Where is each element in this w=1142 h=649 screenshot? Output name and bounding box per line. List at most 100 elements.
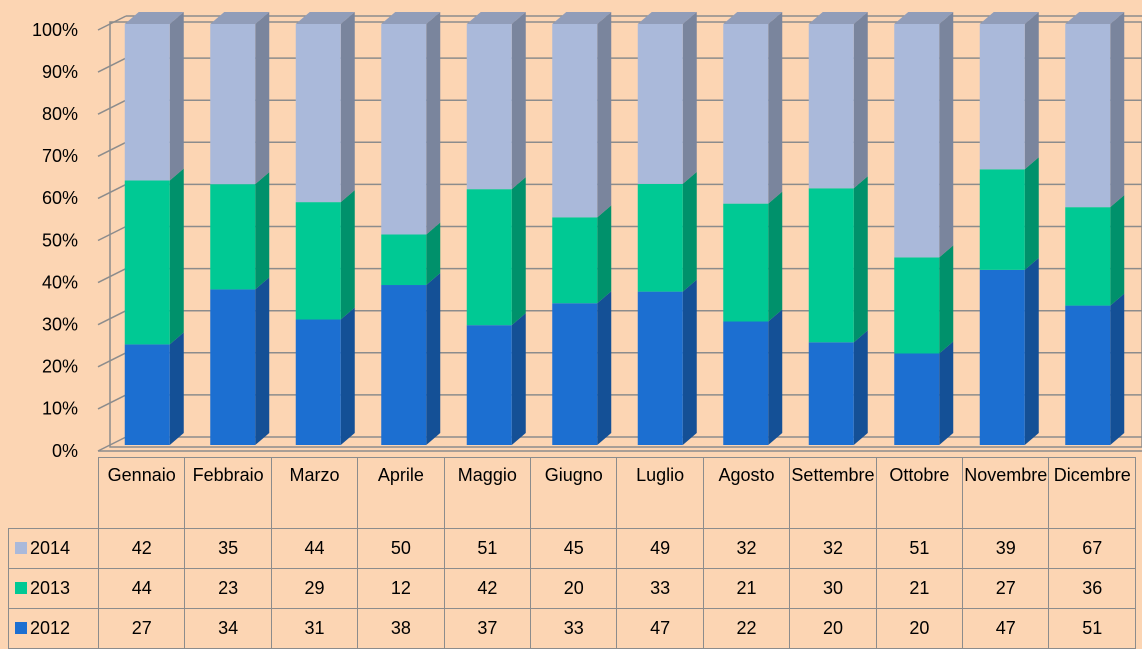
bar: [637, 183, 683, 292]
bar: [381, 285, 427, 445]
bar: [466, 189, 512, 326]
legend-swatch: [15, 542, 27, 554]
value-cell: 20: [875, 608, 964, 649]
bar: [466, 24, 512, 190]
bar-side: [1110, 195, 1125, 306]
bar-side: [255, 277, 270, 445]
bar: [466, 325, 512, 445]
bar: [381, 24, 427, 235]
bar-side: [939, 341, 954, 445]
bar: [1065, 24, 1111, 208]
bar-side: [340, 190, 355, 320]
bar: [723, 321, 769, 445]
legend-swatch: [15, 582, 27, 594]
bar-top: [723, 12, 783, 24]
blank-cell: [9, 458, 99, 529]
grid-line: [97, 310, 127, 326]
bar-top: [295, 12, 355, 24]
bar-top: [210, 12, 270, 24]
category-label: Dicembre: [1048, 457, 1136, 529]
value-cell: 21: [875, 568, 964, 609]
bar: [1065, 305, 1111, 445]
value-cell: 49: [616, 528, 704, 569]
y-tick-label: 10%: [42, 399, 78, 419]
bar-side: [597, 205, 612, 304]
bar-side: [169, 12, 184, 181]
bar-top: [637, 12, 697, 24]
bar-side: [1024, 12, 1039, 170]
table-header: Gennaio Febbraio Marzo Aprile Maggio Giugno Lu…: [9, 457, 1136, 529]
grid-line: [97, 225, 127, 242]
value-cell: 29: [270, 568, 359, 609]
grid-line: [97, 99, 127, 115]
bar: [210, 289, 256, 445]
value-cell: 22: [702, 608, 791, 649]
y-tick-label: 0%: [52, 441, 78, 461]
bar: [808, 24, 854, 189]
grid-line: [97, 267, 127, 284]
bar-top: [1065, 12, 1125, 24]
bar: [808, 342, 854, 445]
bar-side: [340, 307, 355, 445]
bar: [124, 344, 170, 445]
grid-line: [97, 436, 127, 452]
y-tick-label: 80%: [42, 104, 78, 124]
bar-side: [1110, 12, 1125, 208]
bar-top: [808, 12, 868, 24]
category-label: Agosto: [702, 457, 791, 529]
grid-line: [97, 15, 127, 31]
bar-side: [426, 222, 441, 286]
bar: [552, 303, 598, 445]
value-cell: 44: [97, 568, 186, 609]
bar: [552, 24, 598, 218]
value-cell: 42: [97, 528, 186, 569]
category-label: Aprile: [357, 457, 445, 529]
grid-line: [97, 394, 127, 410]
value-cell: 42: [443, 568, 532, 609]
bar-side: [682, 279, 697, 445]
legend-entry: 2013: [8, 568, 99, 609]
bar-top: [979, 12, 1039, 24]
value-cell: 34: [184, 608, 272, 649]
category-label: Luglio: [616, 457, 704, 529]
bar-top: [124, 12, 184, 24]
value-cell: 45: [530, 528, 618, 569]
grid-line: [97, 57, 127, 73]
bar: [723, 24, 769, 204]
category-label: Gennaio: [97, 457, 186, 529]
data-table: Gennaio Febbraio Marzo Aprile Maggio Giugno Lu…: [8, 457, 1136, 649]
bar-side: [682, 171, 697, 292]
bar: [210, 184, 256, 290]
value-cell: 21: [702, 568, 791, 609]
bar-top: [894, 12, 954, 24]
value-cell: 51: [443, 528, 532, 569]
grid-line: [97, 352, 127, 368]
bar: [894, 24, 940, 258]
value-cell: 32: [789, 528, 877, 569]
value-cell: 47: [616, 608, 704, 649]
bar-side: [682, 12, 697, 184]
bar: [637, 24, 683, 184]
value-cell: 67: [1048, 528, 1136, 569]
bar-side: [426, 273, 441, 445]
value-cell: 12: [357, 568, 445, 609]
bar: [295, 24, 341, 203]
y-tick-label: 20%: [42, 357, 78, 377]
grid-line: [97, 183, 127, 200]
bar-side: [1024, 157, 1039, 270]
legend-entry: 2012: [8, 608, 99, 649]
value-cell: 20: [789, 608, 877, 649]
bar-side: [939, 245, 954, 354]
grid-line: [97, 141, 127, 157]
value-cell: 47: [962, 608, 1050, 649]
bar: [124, 180, 170, 345]
value-cell: 51: [875, 528, 964, 569]
value-cell: 38: [357, 608, 445, 649]
bar-side: [511, 313, 526, 445]
y-tick-label: 90%: [42, 62, 78, 82]
value-cell: 44: [270, 528, 359, 569]
bar-side: [255, 12, 270, 185]
value-cell: 50: [357, 528, 445, 569]
